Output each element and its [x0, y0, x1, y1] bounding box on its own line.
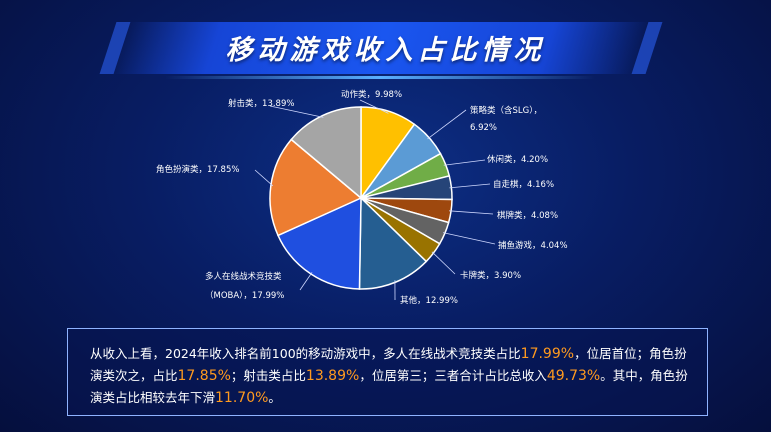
label-other: 其他，12.99% [400, 295, 458, 306]
page-title: 移动游戏收入占比情况 [225, 35, 546, 66]
label-card: 卡牌类，3.90% [460, 270, 521, 281]
leader-line-board [449, 210, 494, 215]
summary-text-4: ，位居第三；三者合计占比总收入 [359, 368, 547, 383]
leader-line-casual [443, 159, 486, 166]
label-moba: 多人在线战术竞技类 [205, 271, 282, 282]
leader-line-action [359, 99, 389, 114]
title-underline [165, 76, 595, 79]
leader-line-fishing [442, 232, 496, 245]
label-action: 动作类，9.98% [341, 89, 402, 100]
label-strategy-value: 6.92% [470, 123, 497, 133]
leader-line-shooter [269, 105, 324, 118]
leader-line-moba [299, 272, 313, 291]
pie-slices [269, 106, 453, 290]
label-rpg: 角色扮演类，17.85% [156, 164, 239, 175]
label-autochess: 自走棋，4.16% [493, 179, 554, 190]
pie-slice-other [358, 196, 428, 290]
label-fishing: 捕鱼游戏，4.04% [498, 240, 568, 251]
label-strategy: 策略类（含SLG）， [470, 105, 542, 116]
summary-value-total: 49.73% [546, 368, 601, 384]
summary-value-decline: 11.70% [215, 390, 269, 406]
summary-box: 从收入上看，2024年收入排名前100的移动游戏中，多人在线战术竞技类占比17.… [67, 328, 708, 416]
pie-slice-rpg [269, 138, 363, 237]
summary-text-6: 。 [268, 390, 281, 405]
leader-line-strategy [427, 109, 467, 140]
summary-value-rpg: 17.85% [177, 368, 231, 384]
leader-line-autochess [449, 183, 491, 189]
summary-value-moba: 17.99% [520, 346, 575, 362]
leader-lines [254, 99, 496, 301]
label-shooter: 射击类，13.89% [228, 98, 294, 109]
summary-value-shooter: 13.89% [305, 368, 360, 384]
leader-line-rpg [254, 169, 274, 187]
pie-chart: 动作类，9.98% 策略类（含SLG）， 6.92% 休闲类，4.20% 自走棋… [156, 89, 568, 306]
summary-text-1: 从收入上看，2024年收入排名前100的移动游戏中，多人在线战术竞技类占比 [90, 346, 521, 361]
label-board: 棋牌类，4.08% [497, 210, 558, 221]
summary-text-2: ，位居首位；角色扮演类次之，占比 [90, 346, 687, 383]
summary-text-5: 。其中，角色扮演类占比相较去年下滑 [90, 368, 688, 405]
pie-slice-shooter [290, 106, 362, 200]
label-moba-value: （MOBA），17.99% [205, 290, 284, 301]
label-casual: 休闲类，4.20% [487, 154, 548, 165]
summary-text-3: ；射击类占比 [230, 368, 306, 383]
leader-line-card [431, 251, 456, 275]
